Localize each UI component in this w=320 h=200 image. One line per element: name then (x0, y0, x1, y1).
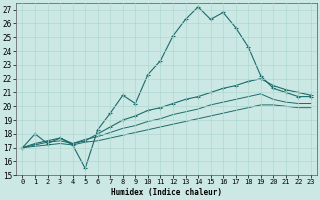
X-axis label: Humidex (Indice chaleur): Humidex (Indice chaleur) (111, 188, 222, 197)
